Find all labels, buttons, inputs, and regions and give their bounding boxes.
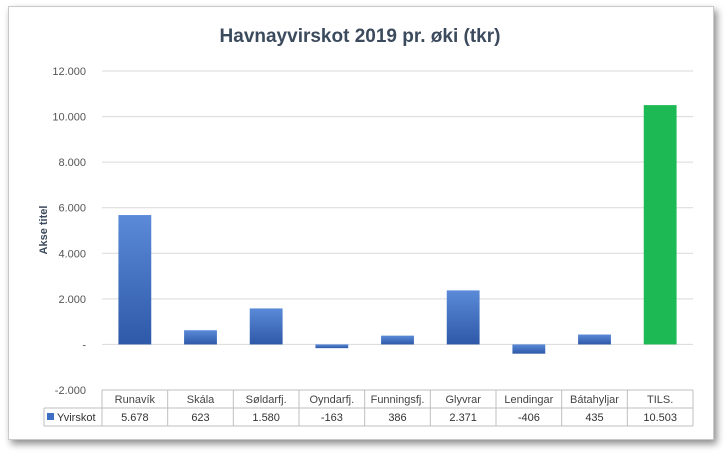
category-label: TILS.	[647, 394, 673, 406]
value-label: 10.503	[643, 412, 677, 424]
value-label: 386	[388, 412, 406, 424]
y-tick-label: 6.000	[58, 203, 86, 215]
value-label: 435	[585, 412, 603, 424]
legend-label: Yvirskot	[57, 412, 96, 424]
y-tick-label: 8.000	[58, 157, 86, 169]
gridlines	[102, 70, 693, 345]
bar-3	[315, 344, 349, 349]
y-tick-label: 2.000	[58, 294, 86, 306]
bars	[118, 105, 677, 354]
bar-8	[643, 105, 677, 345]
category-label: Glyvrar	[445, 394, 481, 406]
bar-7	[578, 334, 611, 345]
bar-4	[381, 335, 414, 345]
data-table: Runavík Skála Søldarfj. Oyndarfj. Funningsfj…	[43, 389, 694, 427]
category-label: Runavík	[115, 394, 156, 406]
bar-2	[249, 308, 283, 345]
bar-6	[512, 344, 546, 354]
bar-5	[446, 290, 480, 345]
category-label: Oyndarfj.	[310, 394, 355, 406]
y-tick-label: -	[82, 339, 86, 351]
y-tick-label: -2.000	[55, 385, 86, 397]
category-label: Skála	[187, 394, 215, 406]
value-label: 2.371	[449, 412, 477, 424]
value-label: 5.678	[121, 412, 149, 424]
chart-title: Havnayvirskot 2019 pr. øki (tkr)	[219, 26, 501, 47]
category-label: Lendingar	[504, 394, 553, 406]
category-label: Søldarfj.	[246, 394, 287, 406]
y-tick-label: 12.000	[52, 66, 86, 78]
y-tick-label: 4.000	[58, 248, 86, 260]
category-label: Funningsfj.	[371, 394, 425, 406]
y-tick-label: 10.000	[52, 112, 86, 124]
value-label: -406	[518, 412, 540, 424]
bar-1	[184, 330, 217, 345]
value-label: -163	[321, 412, 343, 424]
value-label: 1.580	[252, 412, 280, 424]
legend-swatch	[47, 413, 54, 420]
bar-0	[118, 215, 152, 345]
category-label: Bátahyljar	[570, 394, 619, 406]
value-label: 623	[191, 412, 209, 424]
